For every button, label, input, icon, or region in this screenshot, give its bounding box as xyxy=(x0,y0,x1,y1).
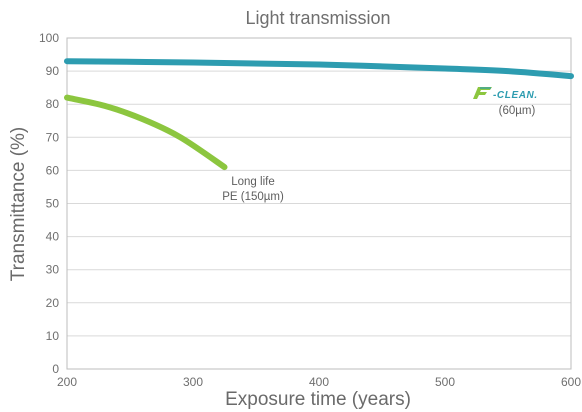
fclean-thickness-label: (60µm) xyxy=(499,105,536,117)
y-tick-label: 70 xyxy=(46,130,60,144)
y-tick-label: 60 xyxy=(46,163,60,177)
y-tick-label: 30 xyxy=(46,263,60,277)
series-line-long-life-pe xyxy=(64,94,228,171)
fclean-annotation: -CLEAN. (60µm) xyxy=(473,87,538,117)
pe-label-line1: Long life xyxy=(231,176,274,188)
fclean-logo: -CLEAN. xyxy=(473,87,538,101)
y-tick-label: 10 xyxy=(46,329,60,343)
y-axis-ticks: 0 10 20 30 40 50 60 70 80 90 100 xyxy=(39,31,59,376)
pe-annotation: Long life PE (150µm) xyxy=(222,176,284,203)
x-tick-label: 500 xyxy=(435,375,455,389)
plot-frame xyxy=(66,37,572,370)
x-tick-label: 300 xyxy=(183,375,203,389)
chart-title: Light transmission xyxy=(245,8,390,28)
y-tick-label: 100 xyxy=(39,31,59,45)
x-tick-label: 600 xyxy=(561,375,581,389)
y-tick-label: 50 xyxy=(46,197,60,211)
y-tick-label: 80 xyxy=(46,97,60,111)
y-tick-label: 0 xyxy=(52,362,59,376)
y-tick-label: 40 xyxy=(46,230,60,244)
y-tick-label: 90 xyxy=(46,64,60,78)
pe-label-line2: PE (150µm) xyxy=(222,191,284,203)
x-tick-label: 400 xyxy=(309,375,329,389)
gridlines xyxy=(67,70,571,337)
series-line-fclean xyxy=(64,58,574,80)
y-axis-title: Transmittance (%) xyxy=(8,127,29,282)
series-lines xyxy=(64,58,574,171)
x-axis-title: Exposure time (years) xyxy=(225,389,411,410)
y-tick-label: 20 xyxy=(46,296,60,310)
svg-text:-CLEAN.: -CLEAN. xyxy=(493,90,538,101)
x-axis-ticks: 200 300 400 500 600 xyxy=(57,375,581,389)
x-tick-label: 200 xyxy=(57,375,77,389)
